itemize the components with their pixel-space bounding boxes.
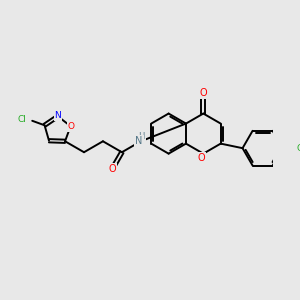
Text: N: N (135, 136, 143, 146)
Text: O: O (198, 153, 205, 163)
Text: O: O (68, 122, 75, 131)
Text: Cl: Cl (18, 116, 27, 124)
Text: Cl: Cl (296, 144, 300, 153)
Text: O: O (200, 88, 207, 98)
Text: H: H (139, 132, 145, 141)
Text: N: N (55, 111, 61, 120)
Text: O: O (109, 164, 116, 174)
